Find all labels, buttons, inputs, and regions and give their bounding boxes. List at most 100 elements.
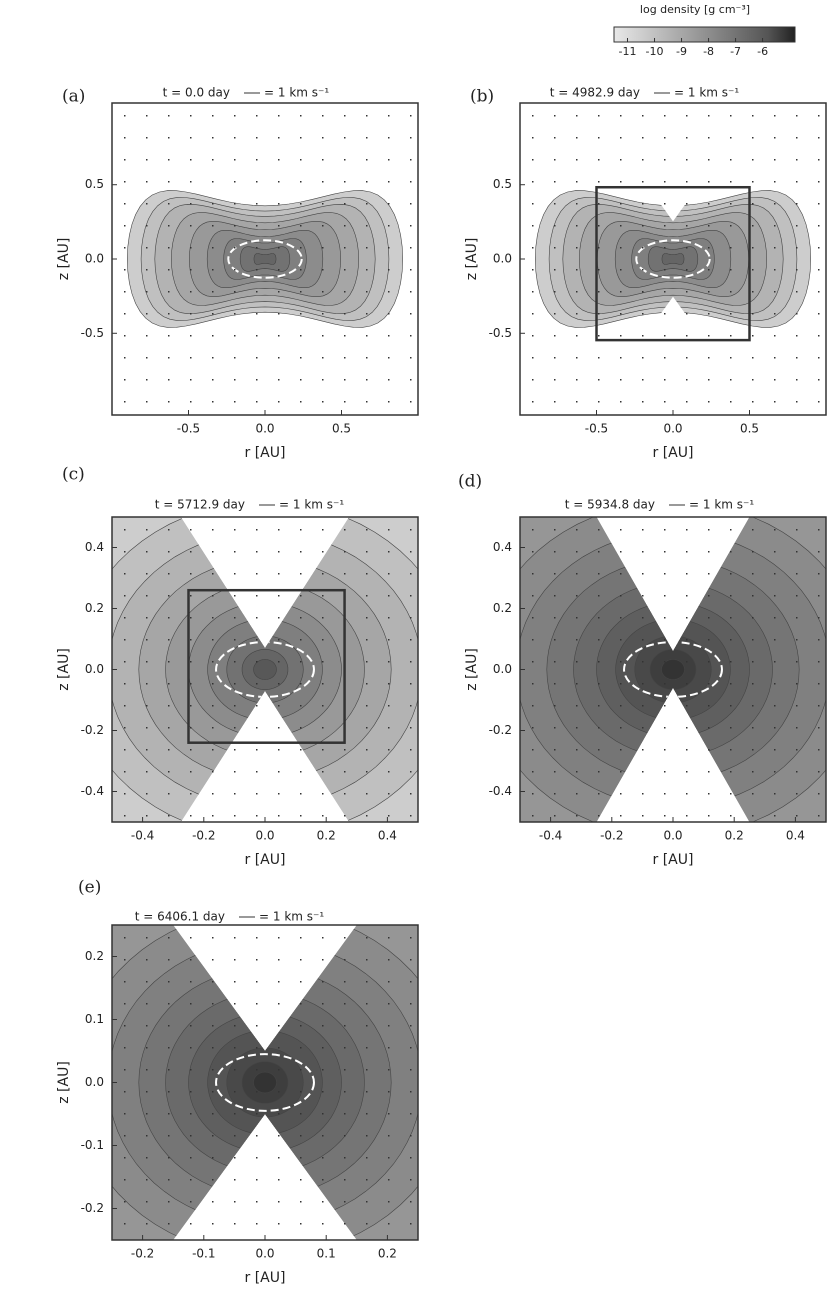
vector-dot bbox=[124, 1157, 126, 1159]
vector-dot bbox=[598, 661, 600, 663]
vector-dot bbox=[256, 1069, 258, 1071]
x-tick-label: 0.0 bbox=[663, 422, 682, 436]
vector-dot bbox=[752, 727, 754, 729]
x-tick-label: -0.5 bbox=[585, 422, 608, 436]
vector-dot bbox=[752, 749, 754, 751]
vector-dot bbox=[124, 247, 126, 249]
vector-dot bbox=[168, 401, 170, 403]
vector-dot bbox=[344, 357, 346, 359]
vector-dot bbox=[146, 661, 148, 663]
vector-dot bbox=[686, 159, 688, 161]
vector-dot bbox=[774, 683, 776, 685]
vector-dot bbox=[212, 401, 214, 403]
vector-dot bbox=[620, 357, 622, 359]
vector-dot bbox=[146, 749, 148, 751]
vector-dot bbox=[300, 771, 302, 773]
vector-dot bbox=[730, 159, 732, 161]
vector-dot bbox=[818, 617, 820, 619]
vector-dot bbox=[146, 959, 148, 961]
vector-dot bbox=[620, 529, 622, 531]
vector-dot bbox=[686, 137, 688, 139]
vector-dot bbox=[708, 401, 710, 403]
vector-dot bbox=[124, 1069, 126, 1071]
vector-dot bbox=[124, 815, 126, 817]
vector-dot bbox=[388, 529, 390, 531]
vector-dot bbox=[664, 137, 666, 139]
vector-dot bbox=[168, 225, 170, 227]
x-tick-label: 0.0 bbox=[255, 829, 274, 843]
vector-dot bbox=[576, 595, 578, 597]
vector-dot bbox=[190, 1003, 192, 1005]
vector-dot bbox=[598, 357, 600, 359]
vector-dot bbox=[344, 529, 346, 531]
vector-dot bbox=[322, 959, 324, 961]
vector-dot bbox=[234, 1025, 236, 1027]
vector-dot bbox=[818, 137, 820, 139]
vector-dot bbox=[256, 617, 258, 619]
vector-dot bbox=[410, 683, 412, 685]
vector-dot bbox=[642, 357, 644, 359]
vector-dot bbox=[708, 379, 710, 381]
vector-dot bbox=[796, 247, 798, 249]
vector-dot bbox=[168, 771, 170, 773]
vector-dot bbox=[256, 793, 258, 795]
panel-label: (b) bbox=[470, 87, 494, 107]
vector-dot bbox=[300, 1201, 302, 1203]
vector-dot bbox=[554, 379, 556, 381]
vector-dot bbox=[410, 401, 412, 403]
vector-dot bbox=[300, 683, 302, 685]
vector-dot bbox=[796, 291, 798, 293]
vector-dot bbox=[554, 115, 556, 117]
vector-dot bbox=[168, 1223, 170, 1225]
vector-dot bbox=[708, 269, 710, 271]
vector-dot bbox=[168, 793, 170, 795]
vector-dot bbox=[554, 551, 556, 553]
vector-dot bbox=[708, 291, 710, 293]
vector-dot bbox=[300, 529, 302, 531]
vector-dot bbox=[664, 793, 666, 795]
x-tick-label: 0.2 bbox=[378, 1247, 397, 1261]
vector-dot bbox=[190, 551, 192, 553]
vector-dot bbox=[234, 749, 236, 751]
vector-dot bbox=[752, 551, 754, 553]
vector-dot bbox=[818, 771, 820, 773]
vector-dot bbox=[322, 683, 324, 685]
y-axis-label: z [AU] bbox=[464, 238, 480, 281]
vector-dot bbox=[576, 573, 578, 575]
vector-dot bbox=[686, 705, 688, 707]
vector-dot bbox=[168, 573, 170, 575]
vector-dot bbox=[190, 1069, 192, 1071]
vector-dot bbox=[598, 203, 600, 205]
vector-dot bbox=[366, 1223, 368, 1225]
vector-dot bbox=[278, 379, 280, 381]
vector-dot bbox=[752, 617, 754, 619]
vector-dot bbox=[366, 335, 368, 337]
vector-dot bbox=[686, 639, 688, 641]
vector-dot bbox=[300, 705, 302, 707]
vector-dot bbox=[168, 379, 170, 381]
vector-dot bbox=[774, 815, 776, 817]
y-tick-label: 0.4 bbox=[493, 540, 512, 554]
vector-dot bbox=[212, 269, 214, 271]
vector-dot bbox=[532, 181, 534, 183]
vector-dot bbox=[686, 115, 688, 117]
vector-dot bbox=[234, 1113, 236, 1115]
vector-dot bbox=[576, 247, 578, 249]
vector-dot bbox=[410, 1223, 412, 1225]
vector-dot bbox=[388, 1003, 390, 1005]
vector-dot bbox=[576, 705, 578, 707]
vector-dot bbox=[278, 225, 280, 227]
y-tick-label: 0.0 bbox=[85, 662, 104, 676]
vector-dot bbox=[124, 749, 126, 751]
vector-dot bbox=[278, 727, 280, 729]
vector-dot bbox=[774, 357, 776, 359]
vector-dot bbox=[410, 1201, 412, 1203]
vector-dot bbox=[146, 137, 148, 139]
y-tick-label: -0.5 bbox=[81, 326, 104, 340]
vector-dot bbox=[256, 379, 258, 381]
vector-dot bbox=[620, 815, 622, 817]
vector-dot bbox=[256, 595, 258, 597]
vector-dot bbox=[168, 661, 170, 663]
vector-dot bbox=[256, 529, 258, 531]
x-tick-label: 0.2 bbox=[317, 829, 336, 843]
